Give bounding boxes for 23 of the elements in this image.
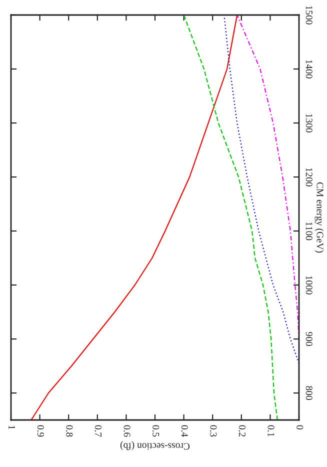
y-tick-label: 800 (306, 386, 312, 400)
y-tick-label: 1200 (306, 168, 312, 186)
y-tick-label: 1500 (306, 6, 312, 24)
x-tick-label: 0.8 (66, 425, 73, 437)
x-tick-label: 0.3 (210, 425, 217, 437)
y-axis-title: CM energy (GeV) (314, 182, 324, 253)
y-tick-label: 1100 (306, 222, 312, 240)
x-tick-label: 0.4 (181, 425, 188, 437)
x-tick-label: 0.1 (268, 425, 274, 436)
x-tick-label: 0.5 (152, 425, 160, 437)
y-tick-label: 1400 (306, 60, 312, 78)
x-tick-label: 1 (8, 426, 16, 430)
y-tick-label: 1300 (306, 114, 312, 132)
x-tick-label: 0.7 (94, 425, 102, 437)
y-tick-label: 900 (306, 332, 312, 346)
x-axis-title: Cross-section (fb) (120, 441, 190, 450)
x-tick-label: 0.6 (124, 425, 130, 437)
x-tick-label: 0 (296, 425, 304, 430)
y-tick-label: 1000 (306, 276, 312, 294)
x-tick-label: 0.2 (238, 425, 246, 436)
x-tick-label: 0.9 (37, 425, 44, 437)
line-series (30, 15, 238, 420)
line-series (183, 15, 278, 420)
